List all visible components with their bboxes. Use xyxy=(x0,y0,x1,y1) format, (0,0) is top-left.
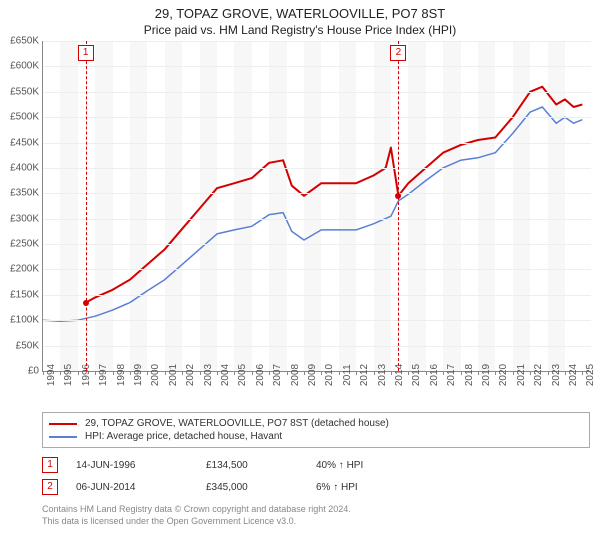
x-axis-label: 2018 xyxy=(464,364,475,386)
transaction-row: 1 14-JUN-1996 £134,500 40% ↑ HPI xyxy=(42,454,590,476)
transaction-row: 2 06-JUN-2014 £345,000 6% ↑ HPI xyxy=(42,476,590,498)
chart-marker-2: 2 xyxy=(390,45,406,61)
chart-marker-1: 1 xyxy=(78,45,94,61)
chart-lines xyxy=(43,41,591,371)
x-axis-label: 2025 xyxy=(585,364,596,386)
x-axis-label: 1995 xyxy=(63,364,74,386)
transaction-delta: 6% ↑ HPI xyxy=(316,482,426,493)
chart-container: 29, TOPAZ GROVE, WATERLOOVILLE, PO7 8ST … xyxy=(0,0,600,560)
y-axis-label: £650K xyxy=(10,36,39,47)
x-axis-label: 2016 xyxy=(429,364,440,386)
x-axis-label: 1999 xyxy=(133,364,144,386)
y-axis-label: £200K xyxy=(10,264,39,275)
y-axis-label: £450K xyxy=(10,137,39,148)
x-axis-label: 2022 xyxy=(533,364,544,386)
x-axis-label: 2015 xyxy=(411,364,422,386)
x-axis-label: 2011 xyxy=(342,364,353,386)
transaction-delta: 40% ↑ HPI xyxy=(316,460,426,471)
chart-dot-2 xyxy=(395,193,401,199)
x-axis-label: 2005 xyxy=(237,364,248,386)
x-axis-label: 2004 xyxy=(220,364,231,386)
y-axis-label: £0 xyxy=(28,366,39,377)
y-axis-label: £350K xyxy=(10,188,39,199)
plot-area: £0£50K£100K£150K£200K£250K£300K£350K£400… xyxy=(42,41,591,372)
legend-row-property: 29, TOPAZ GROVE, WATERLOOVILLE, PO7 8ST … xyxy=(49,417,583,430)
transaction-marker-1: 1 xyxy=(42,457,58,473)
y-axis-label: £250K xyxy=(10,239,39,250)
x-axis-label: 2019 xyxy=(481,364,492,386)
x-axis-label: 2009 xyxy=(307,364,318,386)
y-axis-label: £150K xyxy=(10,289,39,300)
footer-line-2: This data is licensed under the Open Gov… xyxy=(42,516,590,528)
transaction-price: £345,000 xyxy=(206,482,316,493)
legend-row-hpi: HPI: Average price, detached house, Hava… xyxy=(49,430,583,443)
chart-subtitle: Price paid vs. HM Land Registry's House … xyxy=(0,21,600,41)
legend-swatch-hpi xyxy=(49,436,77,438)
x-axis-label: 2017 xyxy=(446,364,457,386)
transaction-marker-2: 2 xyxy=(42,479,58,495)
chart-dot-1 xyxy=(83,300,89,306)
x-axis-label: 2024 xyxy=(568,364,579,386)
x-axis-label: 2002 xyxy=(185,364,196,386)
y-axis-label: £50K xyxy=(16,340,39,351)
y-axis-label: £100K xyxy=(10,315,39,326)
x-axis-label: 2007 xyxy=(272,364,283,386)
x-axis-label: 2012 xyxy=(359,364,370,386)
series-hpi xyxy=(43,107,582,321)
transactions-table: 1 14-JUN-1996 £134,500 40% ↑ HPI 2 06-JU… xyxy=(42,454,590,498)
x-axis-label: 2020 xyxy=(498,364,509,386)
legend: 29, TOPAZ GROVE, WATERLOOVILLE, PO7 8ST … xyxy=(42,412,590,448)
x-axis-label: 1994 xyxy=(46,364,57,386)
footer-line-1: Contains HM Land Registry data © Crown c… xyxy=(42,504,590,516)
transaction-date: 06-JUN-2014 xyxy=(76,482,206,493)
transaction-price: £134,500 xyxy=(206,460,316,471)
x-axis-label: 2000 xyxy=(150,364,161,386)
x-axis-label: 2021 xyxy=(516,364,527,386)
transaction-date: 14-JUN-1996 xyxy=(76,460,206,471)
legend-label-property: 29, TOPAZ GROVE, WATERLOOVILLE, PO7 8ST … xyxy=(85,418,389,429)
chart-title: 29, TOPAZ GROVE, WATERLOOVILLE, PO7 8ST xyxy=(0,0,600,21)
x-axis-label: 2003 xyxy=(203,364,214,386)
footer: Contains HM Land Registry data © Crown c… xyxy=(42,504,590,527)
x-axis-label: 2001 xyxy=(168,364,179,386)
x-axis-label: 1997 xyxy=(98,364,109,386)
y-axis-label: £300K xyxy=(10,213,39,224)
y-axis-label: £550K xyxy=(10,86,39,97)
chart-body: £0£50K£100K£150K£200K£250K£300K£350K£400… xyxy=(42,41,590,372)
x-axis-label: 2008 xyxy=(290,364,301,386)
x-axis-label: 2006 xyxy=(255,364,266,386)
legend-swatch-property xyxy=(49,423,77,425)
x-axis-label: 1998 xyxy=(116,364,127,386)
y-axis-label: £500K xyxy=(10,112,39,123)
legend-label-hpi: HPI: Average price, detached house, Hava… xyxy=(85,431,282,442)
x-axis-label: 2013 xyxy=(377,364,388,386)
y-axis-label: £600K xyxy=(10,61,39,72)
x-axis-label: 2010 xyxy=(324,364,335,386)
x-axis-label: 2023 xyxy=(551,364,562,386)
x-axis-label: 2014 xyxy=(394,364,405,386)
y-axis-label: £400K xyxy=(10,162,39,173)
